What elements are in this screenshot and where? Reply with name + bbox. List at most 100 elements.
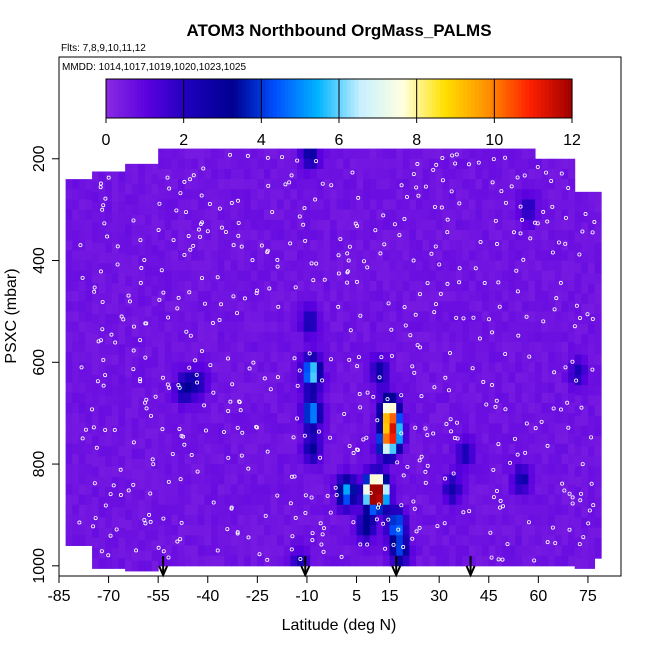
heatmap-cell [257,545,265,557]
heatmap-cell [158,494,166,506]
heatmap-cell [191,219,199,231]
heatmap-cell [323,464,331,475]
heatmap-cell [263,148,272,160]
heatmap-cell [336,403,344,414]
heatmap-cell [283,311,291,323]
sample-point [455,420,460,425]
heatmap-cell [151,296,159,307]
heatmap-cell [429,413,437,424]
heatmap-cell [561,514,569,526]
heatmap-cell [277,270,285,282]
heatmap-cell [442,453,450,465]
heatmap-cell [495,423,503,435]
heatmap-cell [429,240,437,251]
heatmap-cell [230,168,239,180]
heatmap-cell [316,209,324,221]
heatmap-cell [310,341,318,353]
heatmap-cell [237,433,245,445]
heatmap-cell [402,168,410,180]
heatmap-cell [217,382,225,394]
colorbar-swatch [556,79,561,118]
heatmap-cell [323,504,331,516]
colorbar-swatch [424,79,429,118]
heatmap-cell [515,219,523,231]
heatmap-cell [197,514,205,526]
heatmap-cell [568,168,576,180]
heatmap-cell [475,484,483,496]
sample-point [381,521,386,526]
heatmap-cell [178,219,186,231]
heatmap-cell [376,240,384,251]
heatmap-cell [197,464,205,475]
heatmap-cell [541,311,549,323]
y-tick-label: 600 [31,349,48,376]
heatmap-cell [396,423,404,435]
heatmap-cell [257,423,265,435]
heatmap-cell [277,341,285,353]
heatmap-cell [204,240,212,251]
sample-point [236,198,241,203]
heatmap-cell [303,240,311,251]
heatmap-cell [488,250,496,262]
sample-point [142,517,147,522]
heatmap-cell [363,341,371,353]
heatmap-cell [211,423,219,435]
heatmap-cell [396,280,404,292]
heatmap-cell [316,514,324,526]
colorbar-swatch [257,79,262,118]
heatmap-cell [495,179,503,190]
heatmap-cell [250,219,258,231]
heatmap-cell [323,270,331,282]
heatmap-cell [442,382,450,394]
heatmap-cell [574,497,582,508]
heatmap-cell [144,560,153,572]
heatmap-cell [184,189,192,200]
heatmap-cell [416,474,424,485]
heatmap-cell [171,423,179,435]
heatmap-cell [541,413,549,424]
heatmap-cell [535,403,543,414]
heatmap-cell [554,535,562,546]
heatmap-cell [435,453,443,465]
heatmap-cell [178,474,186,485]
heatmap-cell [297,403,305,414]
heatmap-cell [204,413,212,424]
heatmap-cell [468,514,477,526]
heatmap-cell [349,148,358,160]
heatmap-cell [336,301,344,312]
heatmap-cell [435,494,443,506]
colorbar-swatch [327,79,332,118]
heatmap-cell [290,219,298,231]
heatmap-cell [574,202,582,213]
heatmap-cell [429,392,437,404]
heatmap-cell [528,179,536,190]
heatmap-cell [435,240,443,251]
heatmap-cell [125,387,133,399]
sample-point [345,280,350,285]
sample-point [419,394,424,399]
heatmap-cell [257,413,265,424]
heatmap-cell [449,331,457,343]
heatmap-cell [197,260,205,272]
heatmap-cell [541,199,549,211]
heatmap-cell [184,230,192,241]
heatmap-cell [85,362,93,373]
heatmap-cell [171,484,179,496]
heatmap-cell [138,540,146,552]
heatmap-cell [144,387,153,399]
heatmap-cell [310,545,318,557]
heatmap-cell [131,408,139,419]
heatmap-cell [548,494,556,506]
sample-point [515,452,520,457]
heatmap-cell [495,484,503,496]
heatmap-cell [488,352,496,363]
heatmap-cell [138,336,146,348]
heatmap-cell [389,270,397,282]
heatmap-cell [191,179,199,190]
heatmap-cell [171,199,179,211]
colorbar-swatch [331,79,336,118]
heatmap-cell [230,413,239,424]
heatmap-cell [131,367,139,379]
sample-point [175,306,180,311]
heatmap-cell [343,291,351,302]
